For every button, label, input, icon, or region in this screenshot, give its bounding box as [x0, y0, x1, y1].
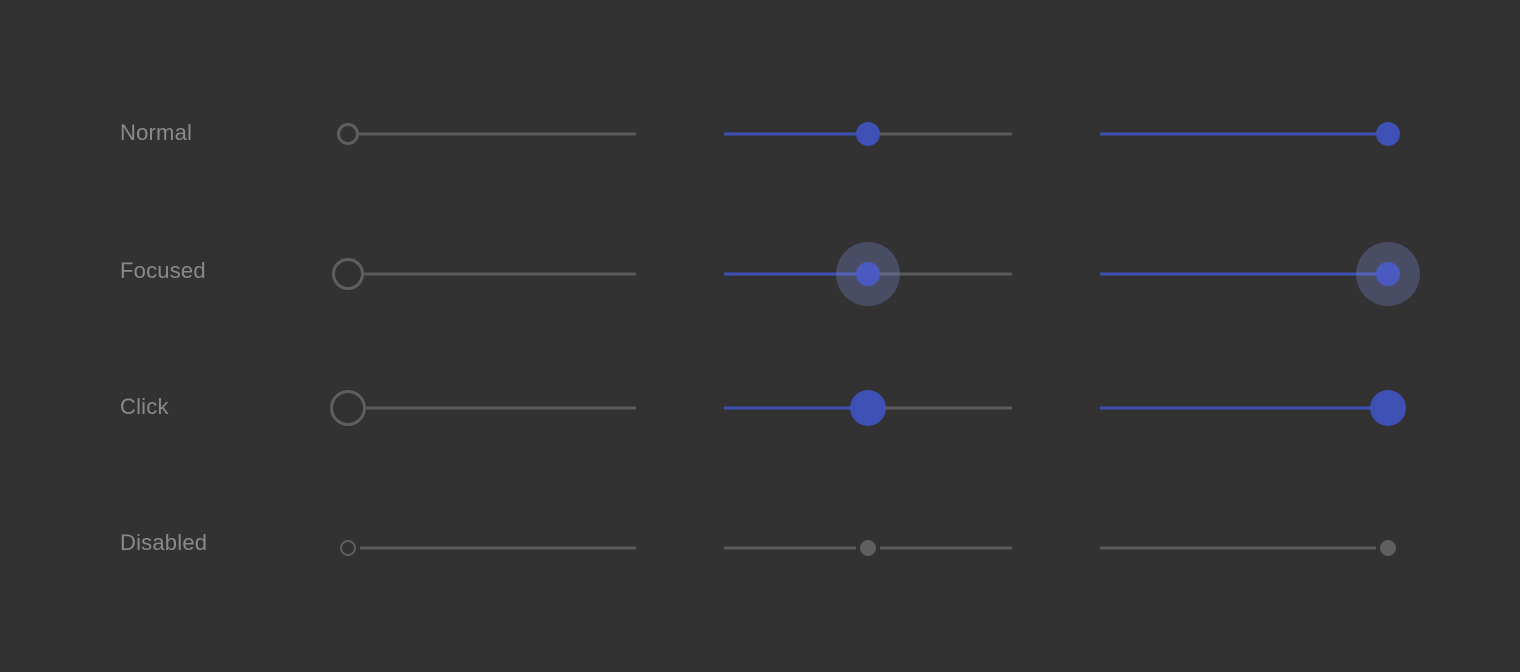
slider-track	[868, 272, 1012, 276]
slider-click-min[interactable]	[330, 384, 636, 432]
slider-thumb	[1380, 540, 1396, 556]
slider-track	[1100, 546, 1376, 550]
slider-disabled-max	[1100, 524, 1400, 572]
slider-track	[364, 272, 636, 276]
slider-thumb[interactable]	[332, 258, 364, 290]
slider-thumb[interactable]	[1376, 262, 1400, 286]
row-label-disabled: Disabled	[120, 530, 208, 555]
row-label-click: Click	[120, 394, 169, 419]
slider-track-active	[1100, 272, 1388, 276]
slider-thumb[interactable]	[337, 123, 359, 145]
slider-track-active	[724, 406, 868, 410]
slider-thumb	[340, 540, 356, 556]
row-label-focused: Focused	[120, 258, 206, 283]
slider-track-active	[724, 132, 868, 136]
slider-thumb[interactable]	[856, 122, 880, 146]
slider-track	[360, 546, 636, 550]
slider-track	[358, 132, 636, 136]
slider-track-active	[724, 272, 868, 276]
slider-focused-mid[interactable]	[724, 242, 1012, 306]
slider-disabled-min	[336, 524, 636, 572]
slider-track-active	[1100, 406, 1388, 410]
slider-focused-min[interactable]	[332, 250, 636, 298]
slider-track-active	[1100, 132, 1388, 136]
slider-track	[366, 406, 636, 410]
slider-thumb[interactable]	[330, 390, 366, 426]
slider-thumb[interactable]	[856, 262, 880, 286]
slider-normal-max[interactable]	[1100, 110, 1400, 158]
row-label-normal: Normal	[120, 120, 193, 145]
slider-disabled-mid	[724, 524, 1012, 572]
slider-thumb[interactable]	[850, 390, 886, 426]
slider-thumb[interactable]	[1376, 122, 1400, 146]
slider-click-mid[interactable]	[724, 384, 1012, 432]
slider-track	[880, 546, 1012, 550]
slider-normal-mid[interactable]	[724, 110, 1012, 158]
slider-track	[868, 406, 1012, 410]
slider-track	[868, 132, 1012, 136]
slider-thumb	[860, 540, 876, 556]
slider-focused-max[interactable]	[1100, 242, 1420, 306]
slider-click-max[interactable]	[1100, 384, 1406, 432]
slider-normal-min[interactable]	[336, 110, 636, 158]
slider-thumb[interactable]	[1370, 390, 1406, 426]
slider-track	[724, 546, 856, 550]
